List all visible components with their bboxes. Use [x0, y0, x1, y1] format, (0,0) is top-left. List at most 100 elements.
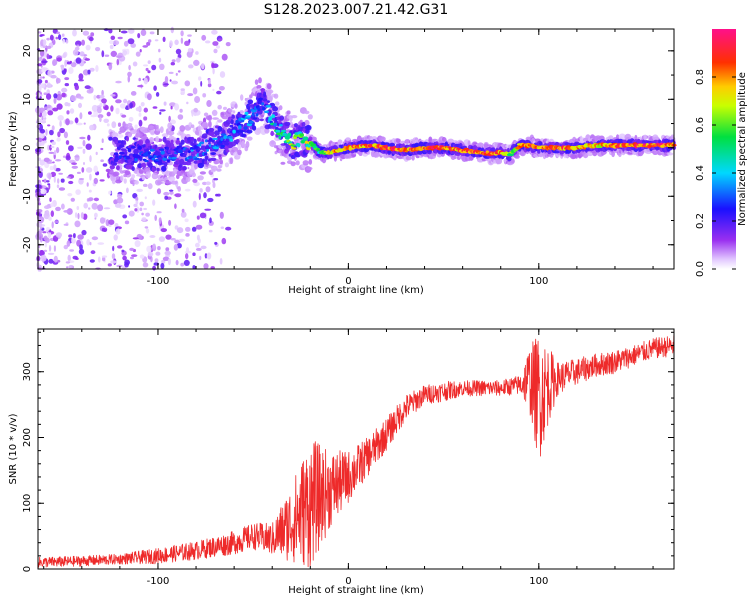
spectrogram-ridge-blob — [233, 133, 238, 138]
spectrogram-noise-blob — [128, 116, 134, 122]
spectrogram-noise-blob — [60, 64, 65, 71]
spectrogram-noise-blob — [124, 220, 130, 225]
spectrogram-noise-blob — [199, 188, 203, 193]
spectrogram-ridge-blob — [144, 159, 149, 163]
spectrogram-ridge-blob — [171, 156, 177, 160]
spectrogram-noise-blob — [49, 197, 52, 202]
spectrogram-noise-blob — [37, 57, 43, 62]
spectrogram-band-blob — [622, 140, 628, 144]
spectrogram-noise-blob — [50, 74, 57, 79]
spectrogram-ytick-label: 20 — [22, 44, 33, 57]
spectrogram-noise-blob — [192, 87, 198, 95]
spectrogram-noise-blob — [79, 51, 85, 57]
spectrogram-noise-blob — [162, 256, 170, 261]
spectrogram-noise-blob — [64, 59, 67, 67]
spectrogram-halo-blob — [131, 174, 136, 179]
spectrogram-band-blob — [140, 162, 147, 168]
spectrogram-noise-blob — [89, 67, 95, 72]
spectrogram-noise-blob — [187, 48, 193, 53]
spectrogram-noise-blob — [94, 217, 97, 220]
spectrogram-noise-blob — [170, 62, 175, 66]
spectrogram-halo-blob — [199, 171, 206, 175]
spectrogram-band-blob — [252, 125, 257, 131]
spectrogram-noise-blob — [75, 57, 82, 64]
spectrogram-noise-blob — [162, 36, 166, 42]
spectrogram-noise-blob — [42, 39, 47, 46]
spectrogram-noise-blob — [198, 76, 202, 81]
spectrogram-noise-blob — [76, 206, 80, 210]
spectrogram-xtick-label: 0 — [345, 276, 351, 287]
spectrogram-band-blob — [263, 91, 267, 98]
spectrogram-noise-blob — [70, 175, 74, 179]
spectrogram-noise-blob — [137, 84, 144, 88]
spectrogram-noise-blob — [41, 115, 44, 121]
spectrogram-ridge-blob — [243, 126, 248, 130]
spectrogram-noise-blob — [64, 102, 69, 107]
spectrogram-noise-blob — [138, 112, 142, 117]
spectrogram-noise-blob — [134, 124, 138, 130]
spectrogram-noise-blob — [55, 77, 61, 84]
spectrogram-noise-blob — [116, 193, 123, 199]
spectrogram-noise-blob — [89, 241, 92, 246]
spectrogram-noise-blob — [36, 209, 43, 213]
spectrogram-noise-blob — [67, 193, 73, 197]
spectrogram-noise-blob — [66, 240, 71, 247]
spectrogram-noise-blob — [76, 239, 81, 247]
spectrogram-band-blob — [507, 156, 512, 162]
spectrogram-noise-blob — [41, 60, 48, 64]
figure-title: S128.2023.007.21.42.G31 — [264, 2, 449, 18]
spectrogram-noise-blob — [101, 50, 105, 58]
spectrogram-noise-blob — [147, 60, 151, 64]
spectrogram-ridge-blob — [232, 129, 236, 134]
spectrogram-noise-blob — [53, 150, 57, 156]
spectrogram-halo-blob — [304, 119, 310, 127]
spectrogram-ridge-blob — [146, 148, 149, 153]
spectrogram-ridge-blob — [116, 146, 121, 151]
spectrogram-ridge-blob — [264, 110, 269, 114]
spectrogram-noise-blob — [140, 29, 147, 36]
spectrogram-band-blob — [387, 150, 392, 154]
spectrogram-halo-blob — [624, 133, 632, 141]
spectrogram-band-blob — [301, 121, 306, 127]
spectrogram-noise-blob — [85, 44, 91, 51]
spectrogram-halo-blob — [308, 159, 313, 165]
spectrogram-ridge-blob — [508, 152, 514, 157]
spectrogram-band-blob — [217, 135, 221, 140]
spectrogram-ridge-blob — [227, 135, 233, 139]
spectrogram-noise-blob — [210, 60, 215, 64]
spectrogram-halo-blob — [608, 135, 614, 140]
spectrogram-noise-blob — [87, 134, 91, 141]
spectrogram-band-blob — [208, 142, 211, 145]
spectrogram-band-blob — [308, 136, 313, 141]
spectrogram-ridge-blob — [166, 146, 169, 151]
spectrogram-band-blob — [197, 162, 204, 169]
spectrogram-noise-blob — [202, 117, 207, 124]
spectrogram-halo-blob — [185, 176, 191, 182]
spectrogram-noise-blob — [101, 89, 104, 96]
spectrogram-noise-blob — [185, 233, 190, 237]
spectrogram-noise-blob — [180, 211, 187, 218]
spectrogram-band-blob — [201, 133, 208, 139]
spectrogram-noise-blob — [115, 80, 122, 84]
spectrogram-noise-blob — [221, 237, 227, 245]
spectrogram-noise-blob — [160, 228, 167, 233]
spectrogram-ridge-blob — [304, 140, 309, 144]
spectrogram-xlabel: Height of straight line (km) — [288, 285, 424, 296]
spectrogram-noise-blob — [148, 39, 152, 43]
spectrogram-noise-blob — [65, 261, 71, 264]
spectrogram-halo-blob — [667, 152, 674, 156]
spectrogram-halo-blob — [124, 170, 131, 176]
spectrogram-noise-blob — [218, 86, 225, 91]
spectrogram-noise-blob — [205, 186, 211, 193]
spectrogram-band-blob — [247, 99, 254, 105]
spectrogram-halo-blob — [395, 138, 401, 144]
spectrogram-band-blob — [164, 140, 171, 145]
spectrogram-noise-blob — [76, 44, 80, 47]
spectrogram-noise-blob — [219, 258, 223, 265]
snr-ytick-label: 300 — [22, 362, 33, 381]
spectrogram-halo-blob — [190, 124, 195, 129]
spectrogram-band-blob — [182, 166, 187, 171]
spectrogram-noise-blob — [151, 64, 157, 71]
spectrogram-noise-blob — [173, 244, 179, 251]
